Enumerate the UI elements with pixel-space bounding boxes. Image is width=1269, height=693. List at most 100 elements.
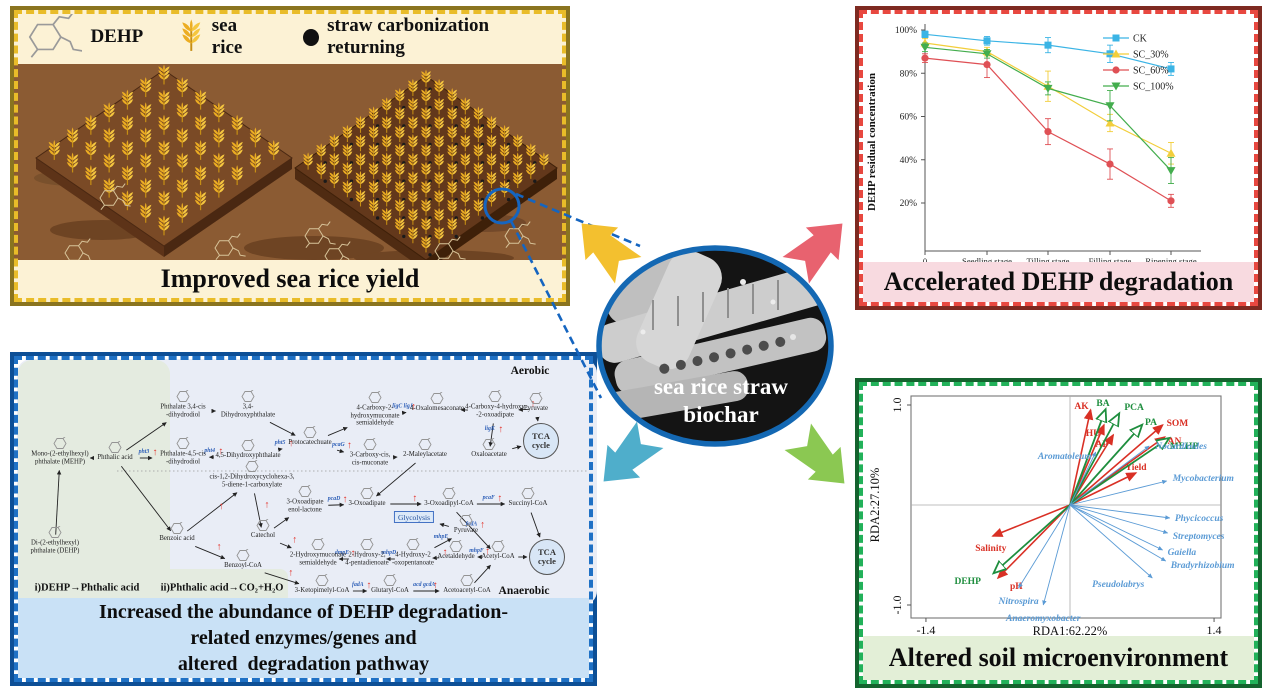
increased-abundance-arrow: ↑: [152, 447, 157, 458]
rda-panel-title: Altered soil microenvironment: [863, 636, 1254, 680]
pathway-panel-title: Increased the abundance of DEHP degradat…: [18, 598, 589, 678]
chemical-structure-glyph: [529, 391, 543, 404]
rda-label-Bradyrhizobium: Bradyrhizobium: [1170, 561, 1235, 571]
route-i-label: i)DEHP→Phthalic acid: [34, 582, 140, 594]
chemical-structure-glyph: [241, 438, 255, 451]
chemical-structure-glyph: [482, 437, 496, 450]
rda-label-MEHP: MEHP: [1170, 442, 1199, 452]
compound-node: Benzoyl-CoA: [224, 562, 262, 570]
metabolic-pathway-diagram: pht3 ↑ pht4 ↑ pht5 ↑ ligC ligJ ↑ ↑ ligK ↑ pcaG ↑ ↑ ↑ ↑ ↑…: [17, 359, 597, 605]
aerobic-label: Aerobic: [510, 365, 550, 377]
rda-label-Phycicoccus: Phycicoccus: [1175, 514, 1224, 524]
increased-abundance-arrow: ↑: [485, 546, 490, 557]
chemical-structure-glyph: [459, 513, 473, 526]
sem-texture: [599, 250, 831, 423]
compound-node: 4,5-Dihydroxyphthalate: [215, 452, 281, 460]
increased-abundance-arrow: ↑: [289, 438, 294, 449]
y-axis-title: DEHP residual concentration: [866, 73, 878, 211]
chemical-structure-glyph: [449, 539, 463, 552]
chemical-structure-glyph: [430, 391, 444, 404]
compound-node: Benzoic acid: [159, 535, 195, 543]
gene-label: ligK: [485, 426, 496, 432]
legend-sea-rice-label: sea rice: [211, 15, 243, 58]
chemical-structure-glyph: [48, 525, 62, 538]
compound-node: 4-Hydroxy-2 -oxopentanoate: [392, 551, 434, 566]
compound-node: 4-Carboxy-2- hydroxymuconate semialdehyd…: [350, 404, 400, 427]
compound-node: Phthalic acid: [97, 454, 133, 462]
rda-label-PA: PA: [1145, 418, 1157, 428]
gene-label: ligC ligJ: [392, 404, 414, 410]
y-tick-label: 100%: [895, 26, 917, 36]
chemical-structure-glyph: [315, 573, 329, 586]
field-legend: DEHP sea rice straw carbonization return…: [22, 14, 558, 60]
pathway-title-line1: Increased the abundance of DEHP degradat…: [98, 601, 509, 623]
compound-node: Oxaloacetate: [471, 451, 507, 459]
rda-label-Streptomyces: Streptomyces: [1173, 532, 1225, 542]
pathway-title-line2: related enzymes/genes and: [190, 627, 417, 649]
rda-label-Salinity: Salinity: [975, 544, 1006, 554]
chemical-structure-glyph: [460, 573, 474, 586]
gene-label: fadA: [352, 582, 364, 588]
compound-node: 3-Oxoadipyl-CoA: [424, 500, 474, 508]
increased-abundance-arrow: ↑: [530, 399, 535, 410]
dehp-degradation-panel: 100% 80% 60% 40% 20% 0 Seedling stage Tilling s…: [855, 6, 1262, 310]
legend-entry-SC_100%: SC_100%: [1133, 82, 1174, 93]
compound-node: Pyruvate: [523, 405, 549, 413]
compound-node: Glutaryl-CoA: [371, 587, 409, 595]
rda-label-Mycobacterium: Mycobacterium: [1172, 474, 1234, 484]
compound-node: Mono-(2-ethylhexyl) phthalate (MEHP): [31, 450, 89, 465]
compound-node: Di-(2-ethylhexyl) phthalate (DEHP): [30, 539, 80, 554]
chemical-structure-glyph: [442, 486, 456, 499]
compound-node: Catechol: [250, 532, 276, 540]
chemical-structure-glyph: [311, 537, 325, 550]
gene-label: pcaG: [331, 442, 345, 448]
compound-node: 2-Hydroxymuconate semialdehyde: [289, 551, 347, 566]
soil-microenvironment-panel: -1.4 1.4 RDA1:62.22% 1.0 -1.0 RDA2:27.10% AK HU…: [855, 378, 1262, 688]
chemical-structure-glyph: [236, 548, 250, 561]
rda-label-Gaiella: Gaiella: [1168, 548, 1197, 558]
chemical-structure-glyph: [491, 539, 505, 552]
compound-node: 3-Oxoadipate enol-lactone: [286, 498, 324, 513]
compound-node: 2-Maleylacetate: [403, 451, 447, 459]
compound-node: Pyruvate: [453, 527, 479, 535]
chemical-structure-glyph: [406, 537, 420, 550]
dehp-residual-line-chart: 100% 80% 60% 40% 20% 0 Seedling stage Tilling s…: [866, 24, 1201, 266]
dehp-molecule-icon: [28, 14, 83, 59]
glycolysis-box: Glycolysis: [393, 511, 435, 523]
series-SC_100%: [920, 42, 1176, 184]
chemical-structure-glyph: [298, 484, 312, 497]
compound-node: Phthalate 3,4-cis -dihydrodiol: [160, 403, 206, 418]
y-tick-label: 80%: [900, 69, 918, 79]
rda-label-pH: pH: [1010, 582, 1023, 592]
increased-abundance-arrow: ↑: [264, 499, 269, 510]
increased-abundance-arrow: ↑: [497, 493, 502, 504]
increased-abundance-arrow: ↑: [480, 520, 485, 531]
increased-abundance-arrow: ↑: [411, 402, 416, 413]
chart-panel-title: Accelerated DEHP degradation: [863, 262, 1254, 302]
chemical-structure-glyph: [303, 425, 317, 438]
gene-label: pcaD: [327, 496, 341, 502]
compound-node: 3-Oxoadipate: [348, 500, 386, 508]
legend-straw-label: straw carbonization returning: [327, 15, 490, 58]
chemical-structure-glyph: [245, 459, 259, 472]
compound-node: 3-Ketopimelyl-CoA: [294, 587, 350, 595]
rda-label-SOM: SOM: [1167, 419, 1189, 429]
gene-label: acd gcdA: [413, 582, 435, 588]
rda-biplot: -1.4 1.4 RDA1:62.22% 1.0 -1.0 RDA2:27.10% AK HU…: [868, 395, 1235, 638]
rda-label-Anaeromyxobacter: Anaeromyxobacter: [1005, 614, 1081, 624]
legend-entry-CK: CK: [1133, 34, 1148, 45]
y-tick-label: 20%: [900, 199, 918, 209]
legend-dehp-label: DEHP: [90, 26, 144, 47]
chemical-structure-glyph: [368, 390, 382, 403]
y-tick-label: 60%: [900, 113, 918, 123]
field-panel-title: Improved sea rice yield: [18, 260, 562, 298]
legend-entry-SC_30%: SC_30%: [1133, 50, 1169, 61]
rda1-axis-label: RDA1:62.22%: [1033, 624, 1108, 638]
chart-legend: CK SC_30% SC_60% SC_100%: [1103, 34, 1174, 93]
compound-node: Phthalate-4,5-cis -dihydrodiol: [160, 450, 206, 465]
gene-label: mhpE: [434, 534, 449, 540]
increased-abundance-arrow: ↑: [433, 580, 438, 591]
rda-label-HU: HU: [1086, 429, 1100, 439]
degradation-pathway-panel: pht3 ↑ pht4 ↑ pht5 ↑ ligC ligJ ↑ ↑ ligK ↑ pcaG ↑ ↑ ↑ ↑ ↑…: [10, 352, 597, 686]
compound-node: cis-1,2-Dihydroxycyclohexa-3, 5-diene-1-…: [209, 473, 295, 488]
